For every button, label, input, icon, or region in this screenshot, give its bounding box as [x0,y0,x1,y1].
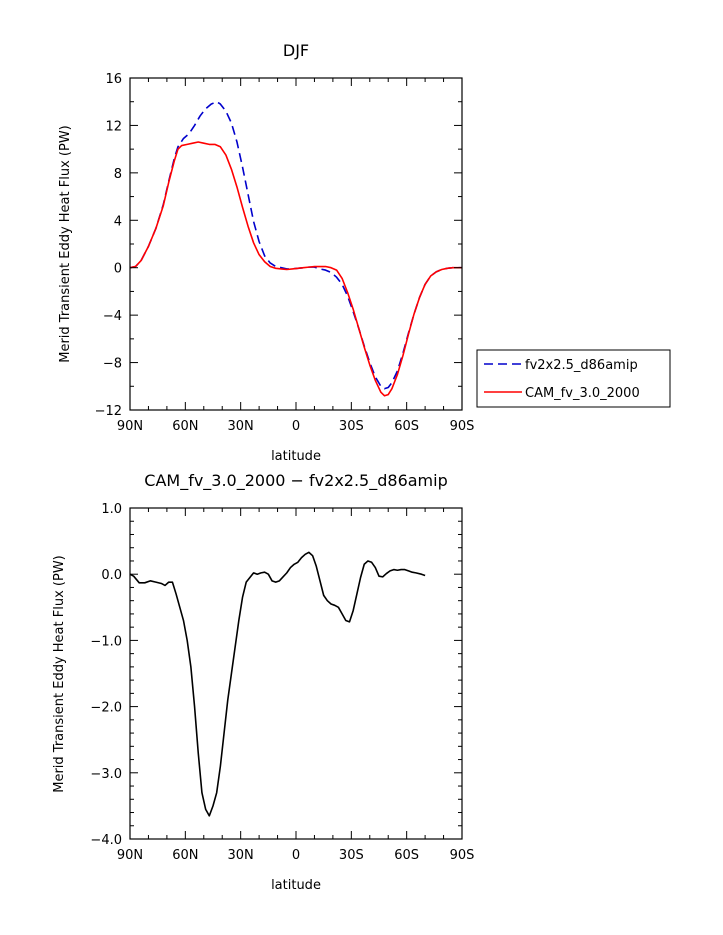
x-tick-label: 90N [117,848,143,863]
x-tick-label: 30N [228,419,254,434]
chart-title: DJF [283,41,309,60]
chart-title: CAM_fv_3.0_2000 − fv2x2.5_d86amip [144,471,447,491]
y-tick-label: −12 [95,404,122,419]
y-tick-label: 8 [114,167,122,182]
plot-frame [129,507,463,840]
series-line-fv2x2.5_d86amip [129,100,462,390]
x-tick-label: 30S [339,419,364,434]
plot-area [129,100,462,397]
djf-panel: DJF 90N 60N 30N 0 30S 60S 90S −12 −8 −4 0 4 8 12 16 la… [58,41,671,464]
y-tick-label: −8 [103,357,122,372]
tick-group: 90N 60N 30N 0 30S 60S 90S −12 −8 −4 0 4 8 12 16 [95,72,475,434]
legend-box [476,349,671,408]
x-tick-label: 30N [228,848,254,863]
x-tick-label: 0 [292,848,300,863]
x-tick-label: 0 [292,419,300,434]
y-axis-label: Merid Transient Eddy Heat Flux (PW) [58,125,73,363]
x-tick-label: 60S [394,848,419,863]
y-tick-label: −1.0 [90,634,122,649]
y-tick-label: 0 [114,262,122,277]
x-tick-label: 90N [117,419,143,434]
y-tick-label: 0.0 [101,568,122,583]
y-tick-label: −3.0 [90,767,122,782]
plot-area [129,551,426,817]
y-tick-label: 12 [105,119,122,134]
legend-label-fv2x2.5: fv2x2.5_d86amip [525,358,638,373]
x-tick-label: 60N [172,848,198,863]
tick-group: 90N 60N 30N 0 30S 60S 90S −4.0 −3.0 −2.0 −1.0 0.0 1.… [90,502,474,863]
x-axis-label: latitude [271,449,321,464]
y-tick-label: 1.0 [101,502,122,517]
legend: fv2x2.5_d86amip CAM_fv_3.0_2000 [476,349,671,408]
y-tick-label: 4 [114,214,122,229]
y-tick-label: −4 [103,309,122,324]
y-tick-label: −4.0 [90,833,122,848]
x-tick-label: 90S [450,848,475,863]
difference-panel: CAM_fv_3.0_2000 − fv2x2.5_d86amip 90N 60N… [52,471,474,893]
series-line-difference [129,551,426,817]
plot-frame [129,77,463,411]
y-tick-label: 16 [105,72,122,87]
y-tick-label: −2.0 [90,701,122,716]
legend-label-cam-fv: CAM_fv_3.0_2000 [525,386,640,401]
x-axis-label: latitude [271,878,321,893]
x-tick-label: 60N [172,419,198,434]
x-tick-label: 30S [339,848,364,863]
x-tick-label: 60S [394,419,419,434]
series-line-CAM_fv_3.0_2000 [129,141,462,397]
y-axis-label: Merid Transient Eddy Heat Flux (PW) [52,555,67,793]
x-tick-label: 90S [450,419,475,434]
